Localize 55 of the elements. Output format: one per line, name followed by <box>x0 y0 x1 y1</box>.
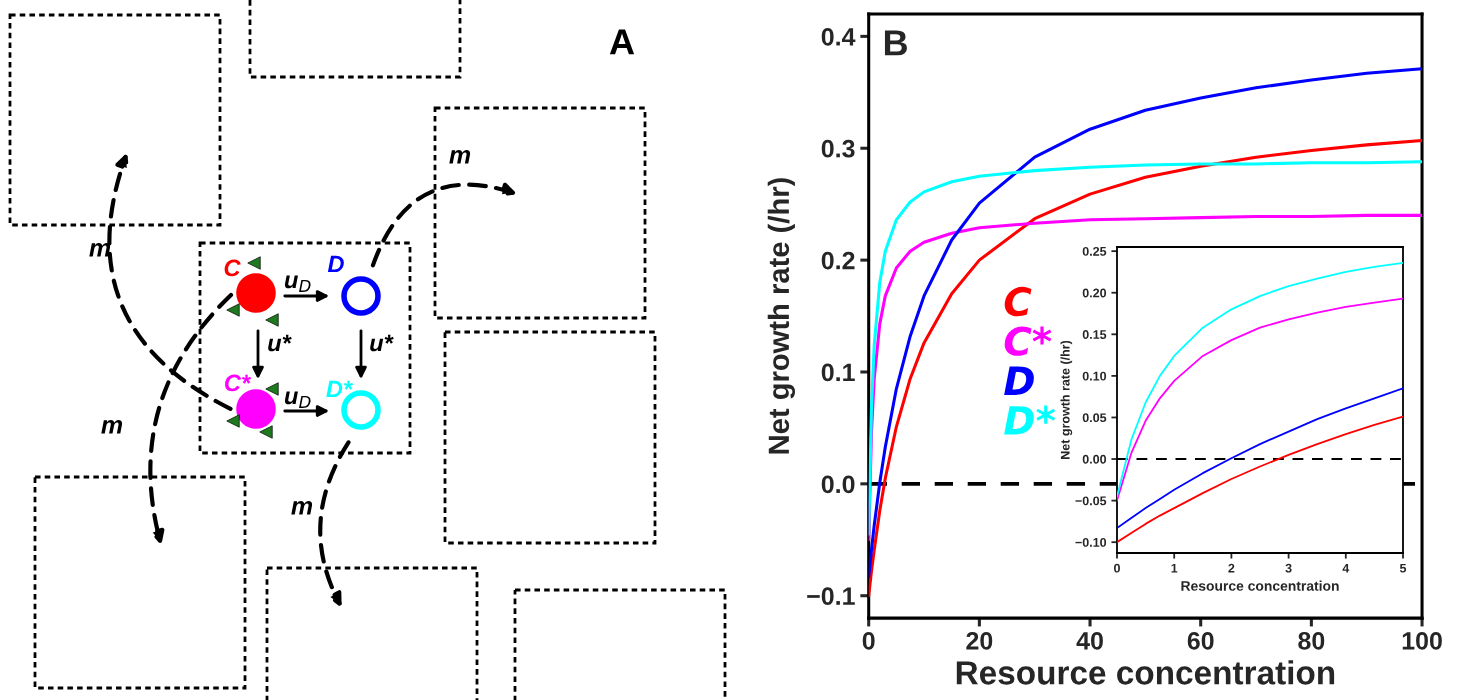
x-tick-label: 2 <box>1228 563 1235 573</box>
text: C* <box>225 374 252 392</box>
x-tick-label: 1 <box>1171 563 1178 573</box>
line-series <box>1117 387 1403 529</box>
y-tick-label: 0.05 <box>1082 413 1107 423</box>
y-axis-title: Net growth rate (/hr) <box>767 178 796 454</box>
y-tick-label: −0.05 <box>1075 496 1107 506</box>
text: D <box>1004 366 1034 395</box>
y-tick-label: −0.1 <box>807 587 855 606</box>
text: C <box>224 259 241 277</box>
text: A <box>609 29 635 55</box>
y-tick-label: 0.2 <box>821 251 855 270</box>
x-tick-label: 0 <box>862 631 875 650</box>
x-tick-label: 5 <box>1399 563 1407 573</box>
y-tick-label: 0.00 <box>1082 454 1107 464</box>
y-tick-label: 0.15 <box>1082 330 1107 339</box>
annotation: B <box>884 30 907 56</box>
line-series <box>1117 415 1403 544</box>
y-tick-label: −0.10 <box>1075 537 1107 547</box>
line-series <box>1117 261 1403 498</box>
line-series <box>1117 297 1403 502</box>
y-tick-label: 0.10 <box>1082 371 1107 381</box>
x-tick-label: 3 <box>1285 563 1292 573</box>
x-tick-label: 80 <box>1298 631 1325 650</box>
line-series <box>868 160 1423 536</box>
text: u$_{D}$ <box>284 275 311 292</box>
text: C* <box>1004 326 1052 356</box>
x-axis-title: Resource concentration <box>1181 580 1339 591</box>
text: u$_{D}$ <box>284 391 311 408</box>
line-series <box>868 138 1423 598</box>
text: u* <box>268 334 292 352</box>
line-series <box>868 67 1423 579</box>
x-tick-label: 60 <box>1187 631 1214 650</box>
text: m <box>89 243 111 257</box>
text: m <box>449 150 471 164</box>
text: m <box>291 501 313 515</box>
text: u* <box>370 334 394 352</box>
y-tick-label: 0.1 <box>821 363 855 382</box>
y-tick-label: 0.3 <box>821 139 855 158</box>
x-axis-title: Resource concentration <box>956 660 1335 685</box>
x-tick-label: 4 <box>1342 563 1350 573</box>
y-tick-label: 0.25 <box>1082 246 1107 256</box>
y-tick-label: 0.20 <box>1082 288 1107 298</box>
text: D* <box>1004 405 1056 435</box>
x-tick-label: 100 <box>1402 631 1442 650</box>
text: D* <box>326 380 354 398</box>
x-tick-label: 40 <box>1076 631 1103 650</box>
y-axis-title: Net growth rate (/hr) <box>1060 340 1073 459</box>
text: D <box>327 255 344 273</box>
series-label: C <box>1004 286 1032 317</box>
text: m <box>101 420 123 434</box>
y-tick-label: 0.4 <box>821 27 856 46</box>
x-tick-label: 20 <box>966 631 993 650</box>
x-tick-label: 0 <box>1114 563 1120 573</box>
y-tick-label: 0.0 <box>821 475 855 494</box>
